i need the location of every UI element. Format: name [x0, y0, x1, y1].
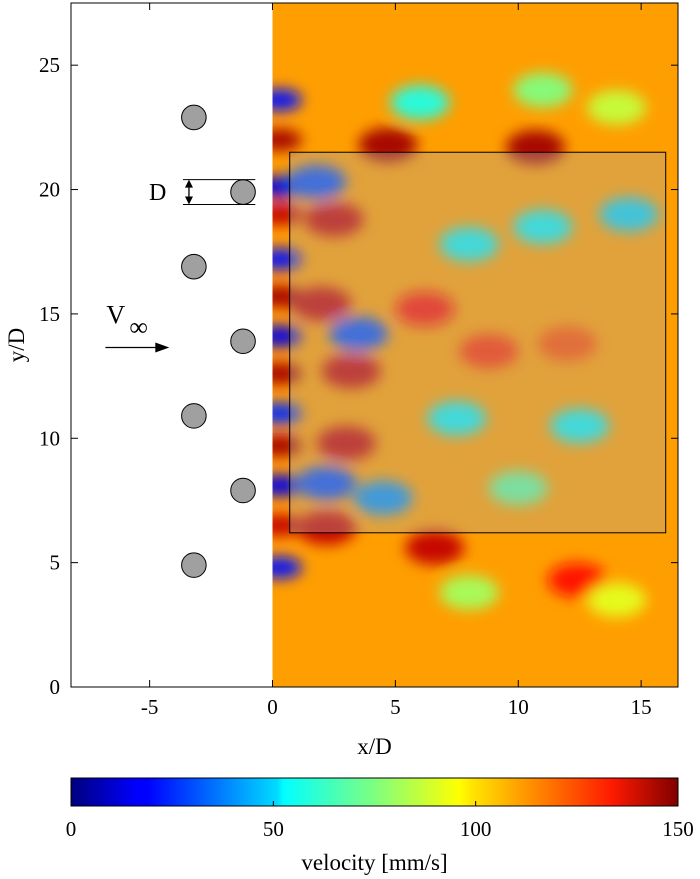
field-feature-31: [599, 197, 659, 232]
field-feature-9: [272, 434, 302, 457]
colorbar-gradient: [70, 777, 679, 807]
field-feature-22: [358, 127, 418, 162]
diameter-label: D: [149, 180, 166, 206]
x-tick-label: 0: [267, 695, 278, 719]
colorbar-tick-label: 100: [460, 817, 492, 841]
y-tick-label: 25: [39, 53, 60, 77]
field-feature-37: [587, 90, 647, 125]
field-feature-24: [405, 530, 465, 565]
field-feature-38: [439, 575, 499, 610]
colorbar-tick-label: 150: [662, 817, 694, 841]
field-feature-14: [304, 202, 364, 237]
cylinder-6: [181, 552, 207, 578]
cylinder-array: [181, 104, 256, 578]
field-feature-36: [513, 72, 573, 108]
field-feature-33: [550, 408, 610, 444]
y-tick-label: 10: [39, 426, 60, 450]
field-feature-8: [272, 402, 302, 425]
field-feature-30: [513, 209, 573, 245]
highlight-box: [289, 151, 667, 534]
field-feature-23: [505, 130, 565, 165]
field-feature-10: [272, 474, 302, 497]
field-feature-11: [272, 514, 302, 537]
field-feature-25: [547, 562, 607, 598]
field-feature-1: [272, 128, 302, 151]
y-tick-label: 5: [50, 551, 61, 575]
field-feature-29: [439, 227, 499, 262]
diameter-arrowhead-up: [184, 179, 193, 188]
field-feature-15: [292, 286, 352, 322]
field-feature-6: [272, 325, 302, 348]
field-feature-32: [427, 401, 487, 436]
field-feature-16: [329, 316, 389, 352]
colorbar-tick-label: 50: [263, 817, 284, 841]
field-feature-21: [297, 510, 357, 546]
field-feature-3: [272, 203, 302, 226]
field-feature-20: [353, 480, 413, 516]
cylinder-1: [230, 179, 256, 205]
freestream-velocity-subscript: ∞: [129, 312, 148, 341]
field-feature-34: [488, 470, 548, 506]
field-feature-13: [287, 164, 347, 200]
x-axis-ticks: -5 0 5 10 15: [141, 3, 652, 719]
x-axis-label: x/D: [357, 734, 392, 759]
field-feature-12: [272, 556, 302, 579]
cylinder-4: [181, 403, 207, 429]
freestream-arrowhead: [155, 342, 170, 353]
field-feature-4: [272, 248, 302, 271]
cylinder-2: [181, 253, 207, 280]
field-feature-27: [459, 334, 519, 369]
cylinder-0: [181, 104, 207, 131]
cylinder-5: [230, 477, 256, 504]
x-tick-label: -5: [141, 695, 159, 719]
field-feature-19: [297, 465, 357, 501]
field-feature-35: [390, 85, 450, 120]
colorbar-label: velocity [mm/s]: [301, 850, 447, 875]
velocity-field: [272, 3, 678, 687]
field-feature-17: [321, 353, 381, 389]
colorbar: 0 50 100 150 velocity [mm/s]: [66, 777, 694, 875]
x-tick-label: 15: [631, 695, 652, 719]
diameter-arrowhead-down: [184, 196, 193, 205]
colorbar-tick-label: 0: [66, 817, 77, 841]
y-axis-ticks: 0 5 10 15 20 25: [39, 53, 678, 699]
y-tick-label: 20: [39, 178, 60, 202]
axes-frame: [70, 2, 679, 688]
field-feature-18: [316, 426, 376, 461]
x-tick-label: 10: [508, 695, 529, 719]
field-feature-0: [272, 88, 302, 112]
y-axis-label: y/D: [4, 328, 29, 363]
y-tick-label: 15: [39, 302, 60, 326]
field-feature-39: [587, 582, 647, 618]
y-tick-label: 0: [50, 675, 61, 699]
cylinder-3: [230, 328, 256, 355]
field-feature-7: [272, 362, 302, 385]
x-tick-label: 5: [390, 695, 401, 719]
freestream-velocity-label: V: [106, 300, 125, 329]
colorbar-ticks: 0 50 100 150: [66, 801, 694, 841]
annotations: D V ∞: [105, 179, 256, 353]
field-feature-28: [537, 326, 597, 361]
field-feature-26: [395, 291, 455, 327]
